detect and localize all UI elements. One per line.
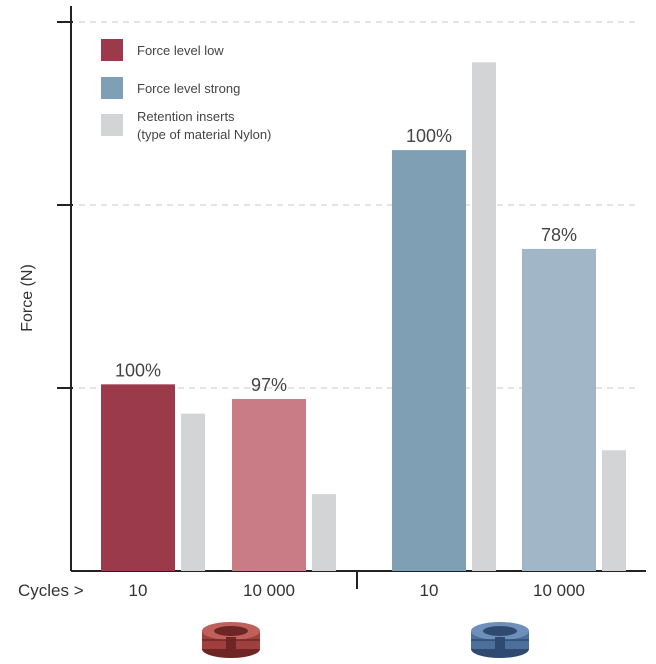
data-label-group1-2: 97%	[251, 375, 287, 395]
data-label-group2-1: 100%	[406, 126, 452, 146]
bar-force-group2-2	[522, 248, 596, 572]
data-labels: 100% 97% 100% 78%	[115, 126, 577, 395]
data-label-group2-2: 78%	[541, 225, 577, 245]
bar-force-group1-1	[101, 384, 175, 571]
bar-force-group1-2	[232, 398, 306, 571]
legend-label-3-line2: (type of material Nylon)	[137, 127, 271, 142]
legend-swatch-2	[101, 77, 123, 99]
legend: Force level low Force level strong Retenti…	[101, 39, 271, 142]
x-tick-label-group2-2: 10 000	[533, 581, 585, 600]
bar-force-group2-1	[392, 150, 466, 571]
bar-nylon-group2-1	[472, 62, 496, 571]
x-tick-label-group1-2: 10 000	[243, 581, 295, 600]
x-axis-prefix: Cycles >	[18, 581, 84, 600]
x-tick-label-group2-1: 10	[420, 581, 439, 600]
bar-nylon-group1-1	[181, 413, 205, 571]
group-icons	[202, 622, 529, 658]
bar-nylon-group1-2	[312, 494, 336, 571]
x-tick-label-group1-1: 10	[129, 581, 148, 600]
legend-label-3: Retention inserts	[137, 109, 235, 124]
bars	[101, 62, 626, 572]
y-axis-label: Force (N)	[19, 264, 36, 332]
blue-retention-insert-icon	[471, 622, 529, 658]
red-retention-insert-icon	[202, 622, 260, 658]
data-label-group1-1: 100%	[115, 360, 161, 380]
legend-label-2: Force level strong	[137, 81, 240, 96]
bar-nylon-group2-2	[602, 450, 626, 571]
legend-label-1: Force level low	[137, 43, 224, 58]
x-tick-labels: 10 10 000 10 10 000	[129, 581, 585, 600]
legend-swatch-1	[101, 39, 123, 61]
legend-swatch-3	[101, 114, 123, 136]
